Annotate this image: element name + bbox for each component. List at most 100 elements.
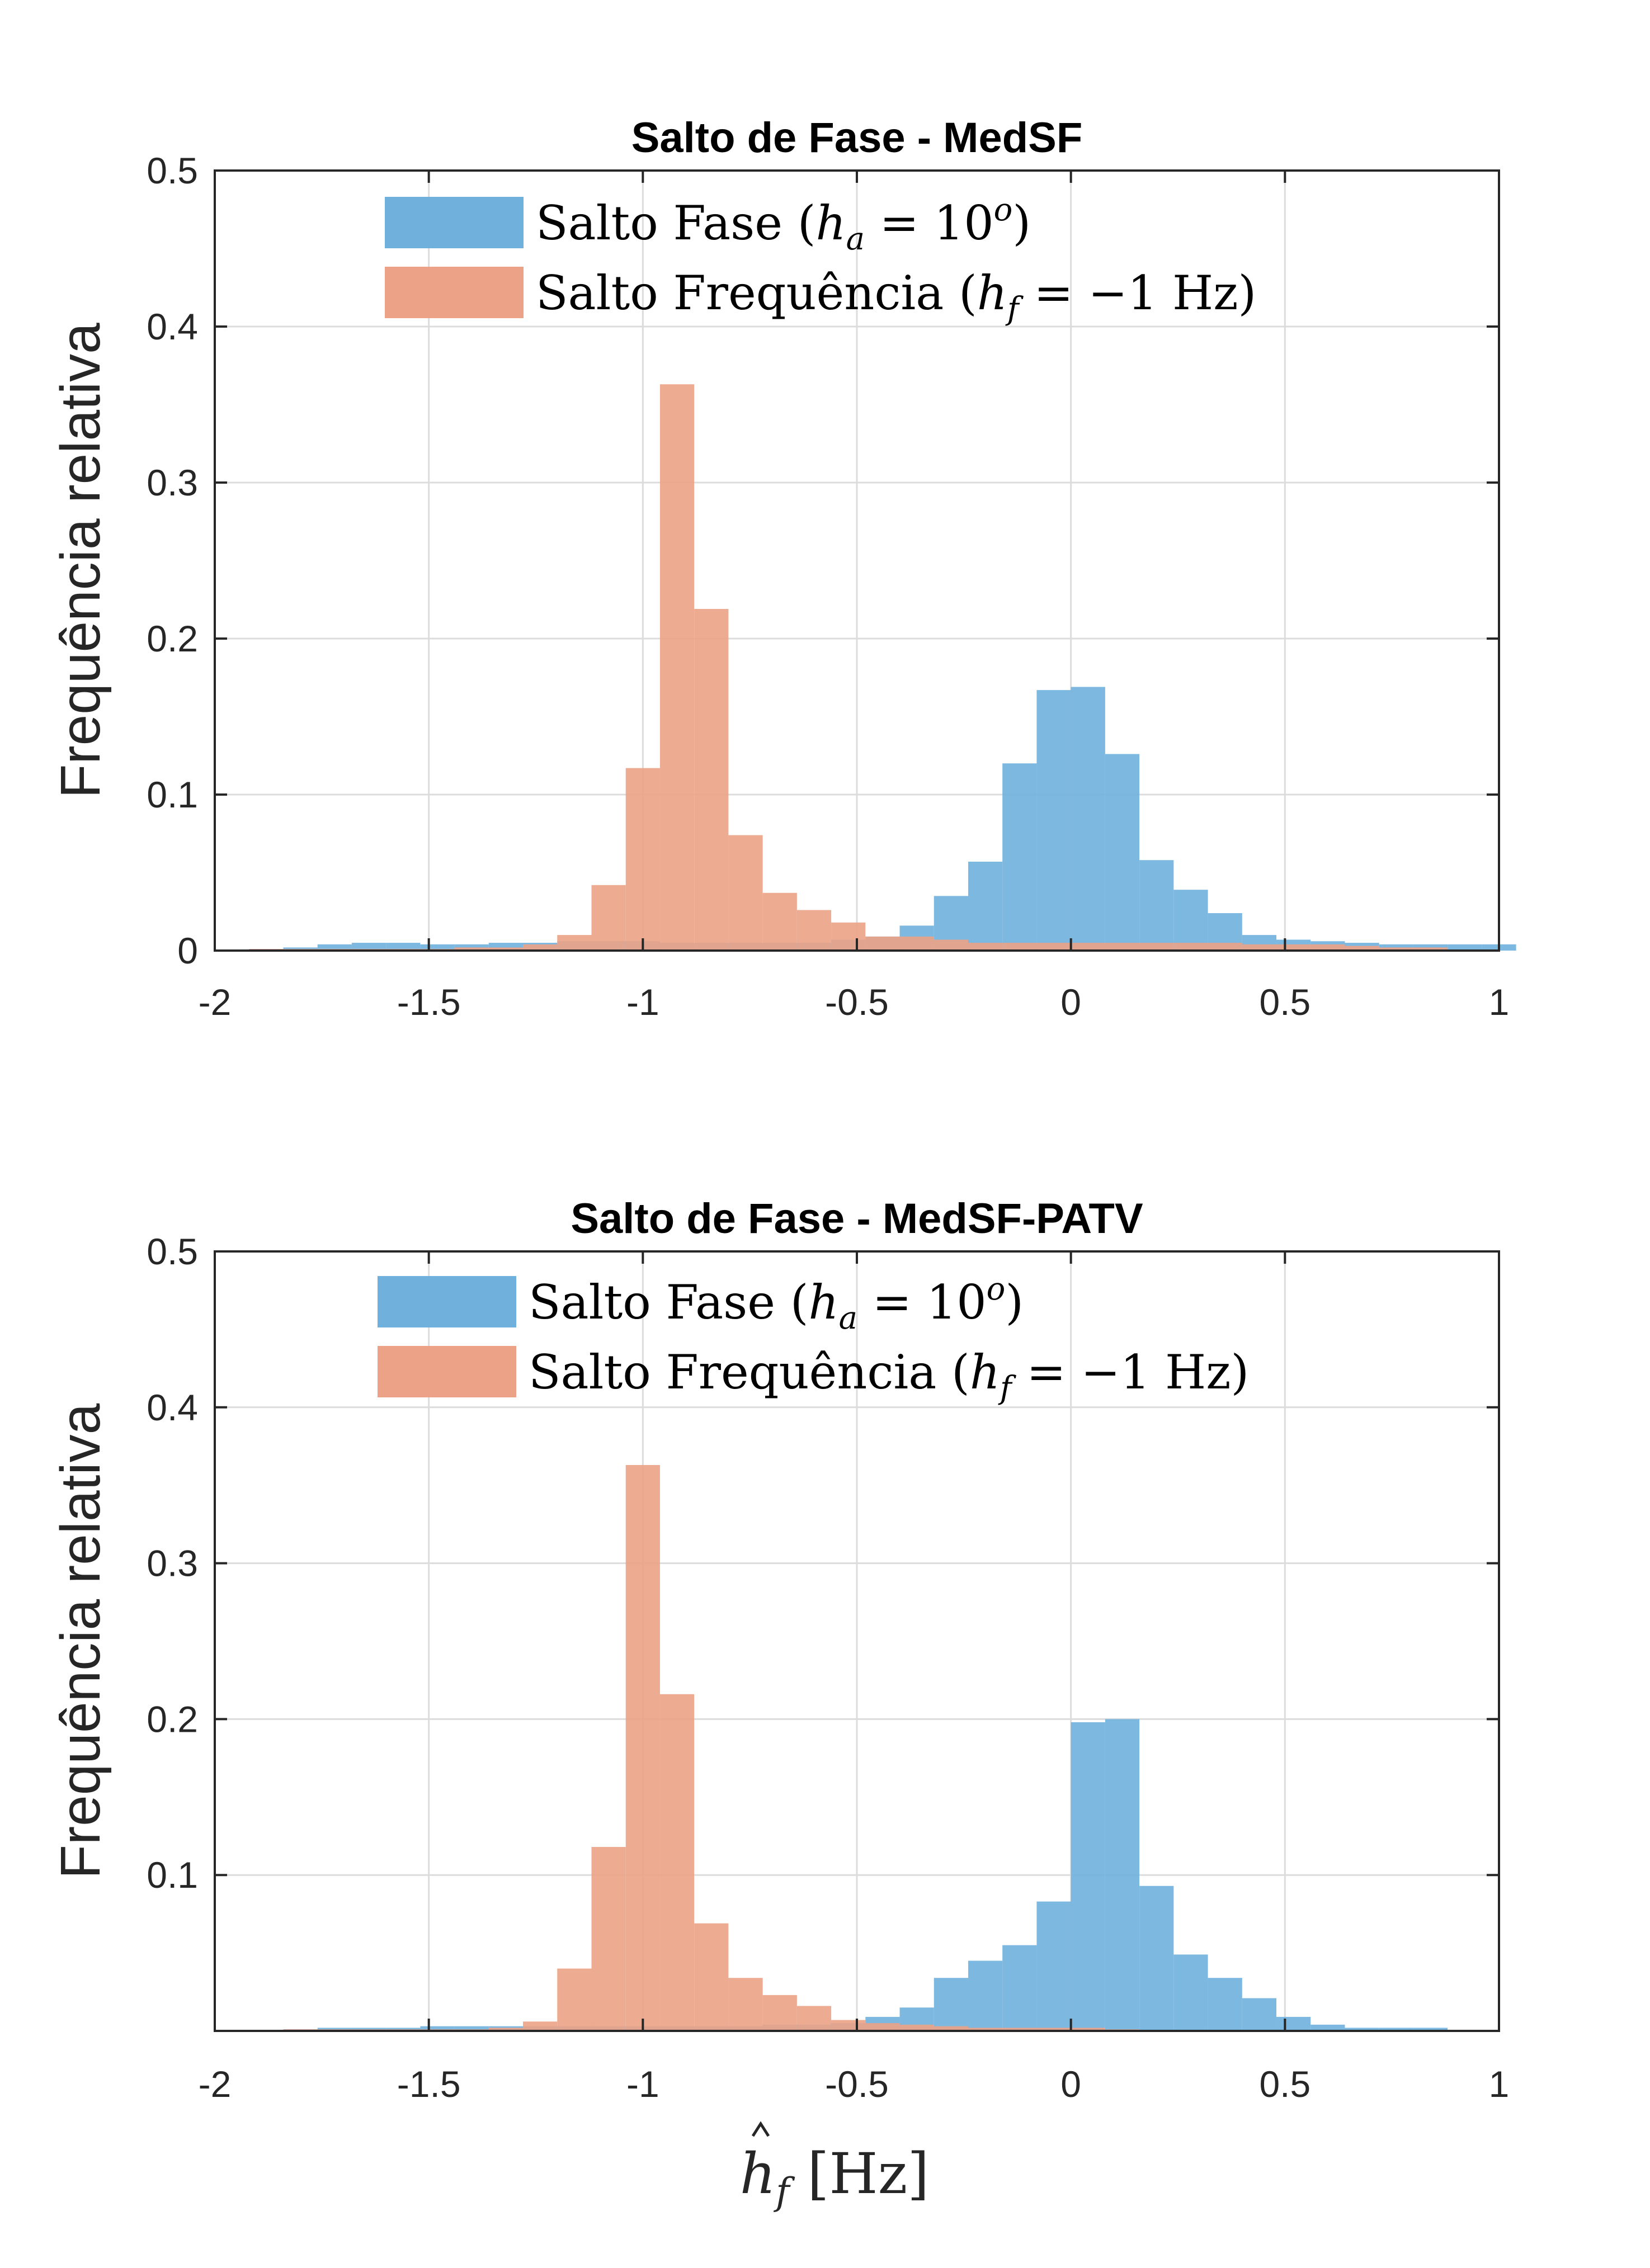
x-tick-label: 1	[1489, 2063, 1510, 2105]
histogram-bar-series-1	[968, 861, 1003, 951]
histogram-bar-series-1	[454, 944, 489, 951]
y-tick-label: 0.4	[147, 1387, 198, 1428]
histogram-bar-series-2	[796, 2006, 832, 2031]
histogram-bar-series-1	[317, 944, 352, 951]
chart-panel-1: -2 -1.5 -1 -0.5 0 0.5 1 0 0.1 0.2 0.3 0.4 0.5 Salto d…	[49, 114, 1516, 1023]
legend: Salto Fase (ha = 10o) Salto Frequência (h…	[385, 192, 1256, 327]
histogram-bar-series-1	[351, 943, 386, 951]
histogram-bar-series-2	[1310, 944, 1345, 951]
legend-entry-label: Salto Frequência (hf = −1 Hz)	[529, 1345, 1249, 1406]
chart-title: Salto de Fase - MedSF-PATV	[571, 1195, 1143, 1242]
histogram-bar-series-2	[1413, 947, 1448, 951]
legend: Salto Fase (ha = 10o) Salto Frequência (h…	[378, 1271, 1249, 1406]
histogram-bar-series-2	[1002, 943, 1037, 951]
histogram-bar-series-2	[899, 936, 934, 951]
y-tick-label: 0.2	[147, 1698, 198, 1740]
x-tick-label: 0.5	[1259, 981, 1310, 1023]
histogram-bar-series-2	[659, 1694, 695, 2031]
histogram-bar-series-2	[831, 2020, 866, 2031]
y-axis-label: Frequência relativa	[49, 323, 112, 798]
y-tick-label: 0.1	[147, 774, 198, 815]
histogram-bar-series-1	[1036, 690, 1071, 951]
histogram-bar-series-2	[831, 922, 866, 951]
x-tick-label: 1	[1489, 981, 1510, 1023]
histogram-bar-series-2	[625, 1464, 660, 2031]
chart-panel-2: -2 -1.5 -1 -0.5 0 0.5 1 0.1 0.2 0.3 0.4 0.5 Salto de…	[49, 1195, 1509, 2213]
histogram-bar-series-2	[454, 947, 489, 951]
y-axis-label: Frequência relativa	[49, 1403, 112, 1879]
legend-entry-label: Salto Fase (ha = 10o)	[536, 192, 1031, 257]
histogram-bar-series-1	[1002, 1945, 1037, 2031]
x-tick-label: 0	[1060, 2063, 1081, 2105]
histogram-bar-series-1	[454, 2026, 489, 2031]
histogram-bar-series-2	[762, 1995, 797, 2031]
x-tick-label: -1	[626, 981, 659, 1023]
histogram-bar-series-1	[420, 944, 455, 951]
x-tick-label: 0.5	[1259, 2063, 1310, 2105]
legend-entry-label: Salto Fase (ha = 10o)	[529, 1271, 1024, 1336]
histogram-bar-series-1	[1413, 2028, 1448, 2031]
histogram-bar-series-2	[659, 384, 695, 951]
histogram-bar-series-1	[1413, 944, 1448, 951]
x-tick-label: -1.5	[397, 2063, 461, 2105]
x-tick-label: -2	[199, 2063, 232, 2105]
histogram-bar-series-2	[557, 1968, 592, 2031]
chart-title: Salto de Fase - MedSF	[631, 114, 1083, 162]
x-tick-label: -2	[199, 981, 232, 1023]
histogram-bar-series-2	[1002, 2028, 1037, 2031]
y-tick-label: 0.3	[147, 462, 198, 503]
hat-accent-icon	[751, 2121, 770, 2137]
histogram-bar-series-1	[1139, 860, 1174, 951]
histogram-bar-series-2	[1105, 943, 1140, 951]
legend-swatch	[385, 267, 524, 318]
histogram-bar-series-1	[934, 1978, 968, 2031]
y-tick-label: 0.5	[147, 1231, 198, 1272]
histogram-bar-series-1	[968, 1960, 1003, 2031]
histogram-bar-series-1	[1345, 2028, 1379, 2031]
x-tick-label: 0	[1060, 981, 1081, 1023]
x-tick-label: -1.5	[397, 981, 461, 1023]
histogram-bar-series-1	[1379, 2028, 1413, 2031]
histogram-bar-series-1	[1071, 1722, 1105, 2031]
histogram-bar-series-2	[557, 935, 592, 951]
y-tick-label: 0.4	[147, 306, 198, 347]
legend-swatch	[385, 197, 524, 248]
histogram-bar-series-1	[1002, 763, 1037, 951]
histogram-bar-series-2	[1173, 943, 1208, 951]
histogram-bar-series-2	[1242, 944, 1277, 951]
histogram-bar-series-2	[796, 910, 832, 951]
y-tick-label: 0.2	[147, 618, 198, 659]
histogram-bar-series-1	[420, 2026, 455, 2031]
histogram-bar-series-2	[694, 1923, 729, 2031]
histogram-bar-series-1	[1448, 944, 1482, 951]
x-tick-label: -0.5	[825, 2063, 889, 2105]
histogram-bar-series-1	[1310, 2024, 1345, 2031]
histogram-bar-series-2	[1071, 2028, 1105, 2031]
histogram-bar-series-1	[1173, 1954, 1208, 2031]
histogram-bar-series-2	[1208, 943, 1242, 951]
histogram-bar-series-2	[1345, 946, 1379, 951]
histogram-bar-series-1	[1379, 944, 1413, 951]
histogram-bar-series-2	[968, 943, 1003, 951]
legend-entry-label: Salto Frequência (hf = −1 Hz)	[536, 266, 1256, 327]
y-tick-label: 0	[177, 930, 198, 971]
histogram-bar-series-2	[488, 947, 524, 951]
histogram-bar-series-1	[1208, 1978, 1242, 2031]
histogram-bar-series-2	[1036, 943, 1071, 951]
histogram-bar-series-2	[694, 608, 729, 951]
histogram-bar-series-1	[1105, 1719, 1140, 2031]
histogram-bar-series-2	[1379, 947, 1413, 951]
histogram-bar-series-2	[1036, 2028, 1071, 2031]
histogram-bar-series-2	[968, 2028, 1003, 2031]
histogram-bar-series-2	[1139, 943, 1174, 951]
legend-swatch	[378, 1276, 516, 1327]
histogram-bar-series-2	[865, 936, 900, 951]
legend-swatch	[378, 1346, 516, 1397]
histogram-bar-series-1	[1276, 2016, 1311, 2031]
x-axis-label: hf [Hz]	[740, 2141, 930, 2213]
histogram-bar-series-1	[1242, 1998, 1277, 2031]
histogram-bar-series-2	[625, 768, 660, 951]
y-tick-label: 0.3	[147, 1543, 198, 1584]
histogram-bar-series-2	[934, 939, 968, 951]
histogram-bar-series-2	[934, 2026, 968, 2031]
